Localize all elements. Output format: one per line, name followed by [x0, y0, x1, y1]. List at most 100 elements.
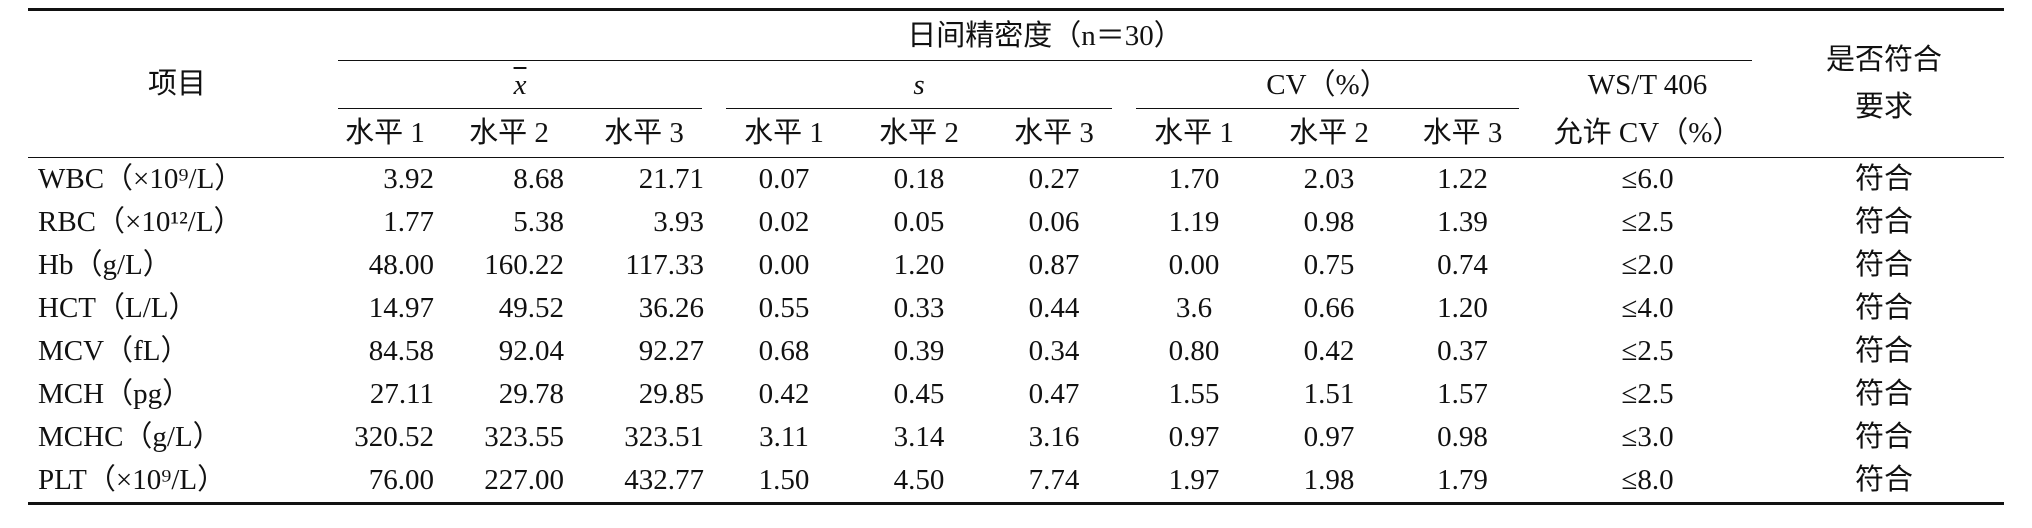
sd-cell: 0.05	[893, 206, 945, 238]
cv-cell: 0.66	[1303, 292, 1355, 324]
cv-cell: 2.03	[1264, 157, 1394, 201]
sd-cell: 0.44	[1028, 292, 1080, 324]
table-header: 项目 日间精密度（n＝30） 是否符合 要求 x s CV（%） WS/T 40…	[28, 8, 2005, 158]
allow-cell: ≤2.0	[1621, 249, 1674, 281]
sd-cell: 0.34	[1028, 335, 1080, 367]
sd-cell: 3.14	[893, 421, 945, 453]
mean-cell: 160.22	[484, 249, 564, 281]
cv-cell: 0.98	[1303, 206, 1355, 238]
mean-cell: 8.68	[444, 157, 574, 201]
table-row: HCT（L/L） 14.97 49.52 36.26 0.55 0.33 0.44 3.6 0.…	[28, 287, 2004, 330]
header-allow-bottom: 允许 CV（%）	[1553, 116, 1742, 149]
item-cell: MCH（pg）	[38, 378, 192, 410]
precision-table: 项目 日间精密度（n＝30） 是否符合 要求 x s CV（%） WS/T 40…	[28, 8, 2005, 505]
header-cv: CV（%）	[1124, 61, 1531, 109]
cv-cell: 1.70	[1124, 157, 1264, 201]
table-row: MCH（pg） 27.11 29.78 29.85 0.42 0.45 0.47 1.55 1.…	[28, 373, 2004, 416]
cv-cell: 1.39	[1437, 206, 1488, 238]
conform-cell: 符合	[1855, 206, 1914, 238]
level-label: 水平 2	[879, 116, 959, 149]
table-row: WBC（×10⁹/L） 3.92 8.68 21.71 0.07 0.18 0.27 1.70…	[28, 157, 2005, 201]
cv-cell: 1.22	[1394, 157, 1531, 201]
header-conform-top: 是否符合	[1826, 44, 1943, 76]
level-label: 水平 3	[604, 116, 684, 149]
mean-cell: 323.51	[624, 421, 704, 453]
mean-cell: 29.85	[638, 378, 704, 410]
cv-cell: 0.00	[1168, 249, 1220, 281]
cv-cell: 0.74	[1437, 249, 1488, 281]
sd-cell: 0.87	[1028, 249, 1080, 281]
sd-cell: 1.20	[893, 249, 945, 281]
item-cell: MCV（fL）	[38, 335, 190, 367]
item-cell: RBC（×10¹²/L）	[38, 206, 243, 238]
level-label: 水平 1	[345, 116, 425, 149]
cv-cell: 1.79	[1394, 459, 1531, 505]
mean-cell: 3.93	[653, 206, 704, 238]
level-label: 水平 1	[1154, 116, 1234, 149]
cv-cell: 0.37	[1437, 335, 1488, 367]
header-conform-bottom: 要求	[1855, 91, 1914, 123]
table-row: RBC（×10¹²/L） 1.77 5.38 3.93 0.02 0.05 0.06 1.19…	[28, 201, 2004, 244]
item-cell: PLT（×10⁹/L）	[28, 459, 326, 505]
cv-cell: 1.20	[1437, 292, 1488, 324]
allow-cell: ≤2.5	[1621, 206, 1674, 238]
mean-cell: 27.11	[369, 378, 434, 410]
level-label: 水平 3	[1422, 116, 1503, 149]
cv-cell: 1.98	[1264, 459, 1394, 505]
conform-cell: 符合	[1855, 335, 1914, 367]
sd-cell: 0.06	[1028, 206, 1080, 238]
cv-cell: 0.75	[1303, 249, 1355, 281]
mean-cell: 36.26	[638, 292, 704, 324]
mean-cell: 14.97	[368, 292, 434, 324]
cv-cell: 0.98	[1437, 421, 1488, 453]
table-row: PLT（×10⁹/L） 76.00 227.00 432.77 1.50 4.50 7.74…	[28, 459, 2005, 505]
mean-symbol: x	[513, 68, 527, 101]
allow-cell: ≤4.0	[1621, 292, 1674, 324]
header-conform: 是否符合 要求	[1764, 8, 2005, 158]
item-cell: HCT（L/L）	[38, 292, 198, 324]
conform-cell: 符合	[1764, 157, 2005, 201]
sd-cell: 0.45	[893, 378, 945, 410]
mean-cell: 117.33	[625, 249, 704, 281]
mean-cell: 5.38	[513, 206, 564, 238]
cv-cell: 0.80	[1168, 335, 1220, 367]
mean-cell: 84.58	[368, 335, 434, 367]
sd-cell: 0.18	[854, 157, 984, 201]
table-row: Hb（g/L） 48.00 160.22 117.33 0.00 1.20 0.87 0.00…	[28, 244, 2004, 287]
sd-cell: 0.27	[984, 157, 1124, 201]
conform-cell: 符合	[1855, 249, 1914, 281]
header-allow-top: WS/T 406	[1587, 68, 1708, 101]
mean-cell: 29.78	[498, 378, 564, 410]
sd-cell: 0.47	[1028, 378, 1080, 410]
level-label: 水平 2	[469, 116, 549, 149]
cv-cell: 1.57	[1437, 378, 1488, 410]
sd-cell: 0.39	[893, 335, 945, 367]
conform-cell: 符合	[1855, 378, 1914, 410]
conform-cell: 符合	[1764, 459, 2005, 505]
sd-symbol: s	[913, 68, 925, 101]
allow-cell: ≤3.0	[1621, 421, 1674, 453]
mean-cell: 227.00	[444, 459, 574, 505]
item-cell: Hb（g/L）	[38, 249, 172, 281]
cv-cell: 1.19	[1168, 206, 1220, 238]
table-row: MCV（fL） 84.58 92.04 92.27 0.68 0.39 0.34 0.80 0.…	[28, 330, 2004, 373]
sd-cell: 4.50	[854, 459, 984, 505]
cv-cell: 1.97	[1124, 459, 1264, 505]
mean-cell: 21.71	[574, 157, 714, 201]
sd-cell: 0.07	[714, 157, 854, 201]
sd-cell: 0.02	[758, 206, 810, 238]
cv-cell: 0.97	[1168, 421, 1220, 453]
mean-cell: 1.77	[383, 206, 434, 238]
mean-cell: 48.00	[368, 249, 434, 281]
mean-cell: 323.55	[484, 421, 564, 453]
cv-cell: 1.51	[1303, 378, 1355, 410]
sd-cell: 3.16	[1028, 421, 1080, 453]
sd-cell: 0.42	[758, 378, 810, 410]
item-cell: MCHC（g/L）	[38, 421, 222, 453]
mean-cell: 3.92	[326, 157, 444, 201]
allow-cell: ≤2.5	[1621, 335, 1674, 367]
sd-cell: 0.33	[893, 292, 945, 324]
level-label: 水平 2	[1289, 116, 1369, 149]
allow-cell: ≤6.0	[1531, 157, 1765, 201]
sd-cell: 7.74	[984, 459, 1124, 505]
